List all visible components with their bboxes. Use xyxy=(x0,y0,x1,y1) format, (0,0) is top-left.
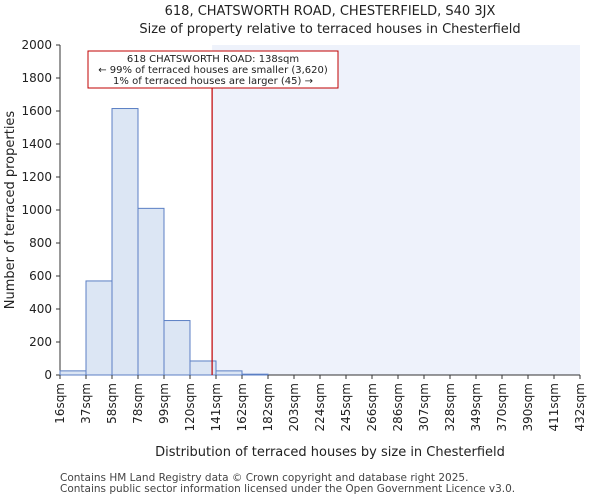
y-tick-label: 1800 xyxy=(21,71,52,85)
y-tick-label: 800 xyxy=(29,236,52,250)
x-tick-label: 203sqm xyxy=(287,383,301,431)
x-tick-label: 328sqm xyxy=(443,383,457,431)
x-tick-label: 16sqm xyxy=(53,383,67,424)
histogram-bar xyxy=(137,207,165,376)
x-tick-label: 224sqm xyxy=(313,383,327,431)
x-tick-label: 141sqm xyxy=(209,383,223,431)
y-tick-label: 200 xyxy=(29,335,52,349)
footer-line-2: Contains public sector information licen… xyxy=(60,483,516,495)
larger-region-shade xyxy=(212,45,580,375)
histogram-bar xyxy=(189,360,217,376)
plot-area: 0 200 400 600 800 1000 1200 1400 1600 1800 2000 16s… xyxy=(21,38,587,431)
histogram-bar xyxy=(59,370,87,376)
x-tick-label: 37sqm xyxy=(79,383,93,424)
annotation-line-3: 1% of terraced houses are larger (45) → xyxy=(113,76,313,87)
x-tick-label: 58sqm xyxy=(105,383,119,424)
histogram-bar xyxy=(111,108,139,376)
x-tick-label: 411sqm xyxy=(547,383,561,431)
x-tick-label: 162sqm xyxy=(235,383,249,431)
y-axis-label: Number of terraced properties xyxy=(3,111,18,310)
y-tick-label: 2000 xyxy=(21,38,52,52)
y-tick-label: 0 xyxy=(44,368,52,382)
y-tick-label: 1200 xyxy=(21,170,52,184)
y-tick-label: 400 xyxy=(29,302,52,316)
chart-title: 618, CHATSWORTH ROAD, CHESTERFIELD, S40 … xyxy=(165,4,496,19)
x-tick-label: 78sqm xyxy=(131,383,145,424)
histogram-bar xyxy=(241,373,269,376)
histogram-bar xyxy=(215,370,243,376)
x-tick-label: 286sqm xyxy=(391,383,405,431)
footer-line-1: Contains HM Land Registry data © Crown c… xyxy=(60,472,469,484)
x-tick-label: 370sqm xyxy=(495,383,509,431)
y-tick-label: 1000 xyxy=(21,203,52,217)
annotation-line-1: 618 CHATSWORTH ROAD: 138sqm xyxy=(127,54,299,65)
annotation-line-2: ← 99% of terraced houses are smaller (3,… xyxy=(98,65,328,76)
annotation-box xyxy=(87,50,339,89)
chart-subtitle: Size of property relative to terraced ho… xyxy=(139,22,520,37)
x-tick-label: 390sqm xyxy=(521,383,535,431)
y-tick-label: 1400 xyxy=(21,137,52,151)
histogram-bar xyxy=(85,280,113,376)
x-tick-label: 182sqm xyxy=(261,383,275,431)
x-axis-label: Distribution of terraced houses by size … xyxy=(155,445,505,460)
x-tick-label: 245sqm xyxy=(339,383,353,431)
x-tick-label: 307sqm xyxy=(417,383,431,431)
x-tick-label: 120sqm xyxy=(183,383,197,431)
histogram-bar xyxy=(163,320,191,376)
y-tick-label: 1600 xyxy=(21,104,52,118)
x-tick-label: 349sqm xyxy=(469,383,483,431)
y-tick-label: 600 xyxy=(29,269,52,283)
x-tick-label: 266sqm xyxy=(365,383,379,431)
x-tick-label: 99sqm xyxy=(157,383,171,424)
x-tick-label: 432sqm xyxy=(573,383,587,431)
